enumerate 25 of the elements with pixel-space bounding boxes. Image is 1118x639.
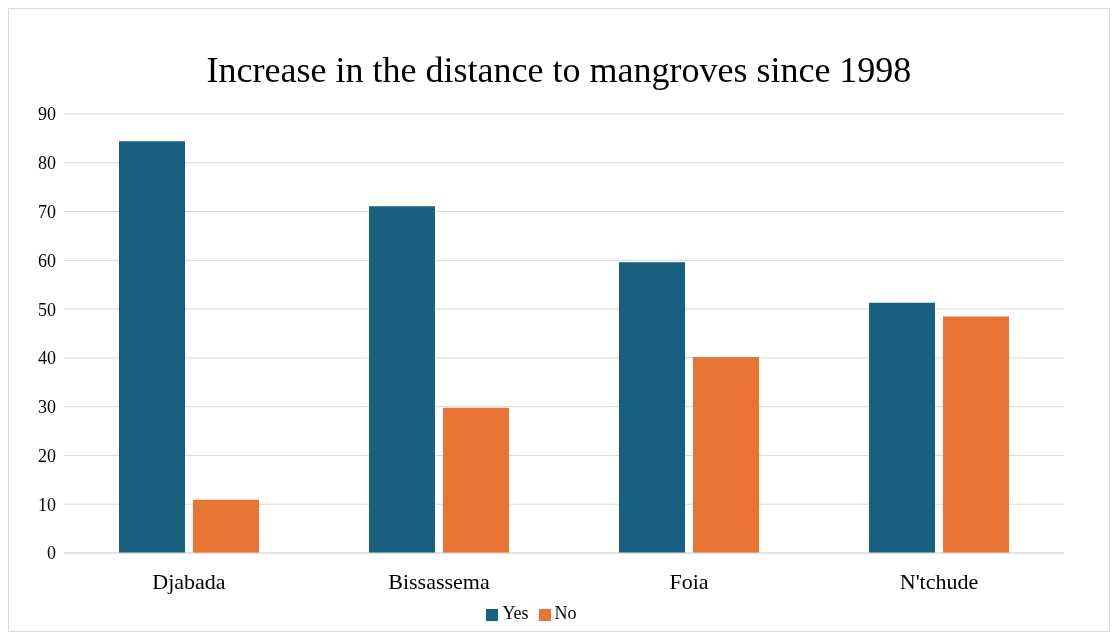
bar: [693, 356, 759, 553]
x-tick-label: Bissassema: [388, 568, 490, 594]
bar: [369, 206, 435, 553]
y-tick-label: 20: [38, 445, 56, 466]
x-tick-label: Djabada: [152, 568, 226, 594]
y-tick-label: 50: [38, 299, 56, 320]
x-tick-label: Foia: [669, 568, 709, 594]
x-tick-label: N'tchude: [899, 568, 979, 594]
bar: [943, 316, 1009, 553]
y-tick-label: 0: [47, 543, 56, 564]
bar: [619, 262, 685, 553]
y-tick-label: 80: [38, 153, 56, 174]
y-tick-label: 30: [38, 397, 56, 418]
y-tick-label: 90: [38, 104, 56, 125]
bar: [119, 141, 185, 553]
y-tick-label: 60: [38, 250, 56, 271]
y-tick-label: 10: [38, 494, 56, 515]
y-tick-label: 40: [38, 348, 56, 369]
bar: [443, 407, 509, 553]
legend-label: Yes: [502, 603, 529, 623]
bar: [869, 302, 935, 553]
legend-label: No: [554, 603, 577, 623]
bar: [193, 499, 259, 553]
y-tick-label: 70: [38, 201, 56, 222]
chart-title: Increase in the distance to mangroves since 1998: [205, 49, 913, 91]
